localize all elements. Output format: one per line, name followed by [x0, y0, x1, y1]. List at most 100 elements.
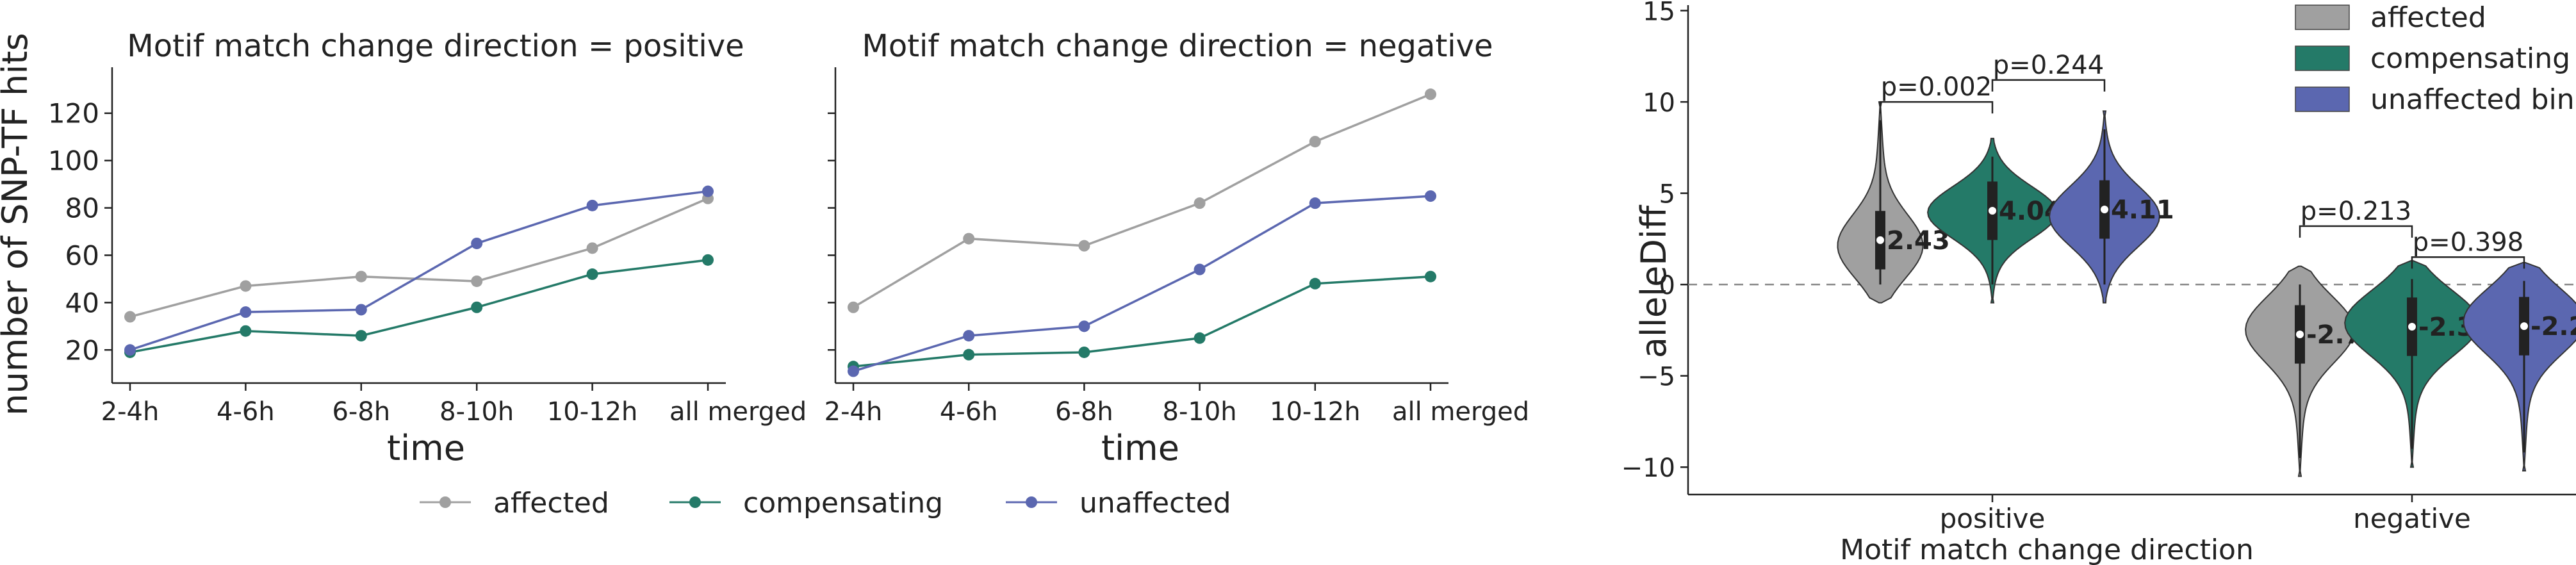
- series-line-compensating: [129, 259, 709, 354]
- median-label: -2.28: [2531, 312, 2576, 341]
- data-point-affected: [240, 280, 252, 292]
- x-tick-label: 8-10h: [439, 397, 514, 427]
- x-tick-label: positive: [1940, 503, 2046, 534]
- violin-panel: alleleDiff Motif match change direction …: [1621, 0, 2576, 565]
- violin-median-point: [2101, 205, 2108, 213]
- data-point-compensating: [1309, 277, 1321, 290]
- median-label: 4.11: [2111, 195, 2174, 225]
- x-tick-label: 8-10h: [1163, 397, 1237, 427]
- line-legend: affected compensating unaffected: [420, 487, 1231, 520]
- y-tick-label: 5: [1659, 180, 1675, 209]
- y-tick-label: 15: [1643, 0, 1675, 27]
- pvalue-label: p=0.244: [1993, 51, 2104, 80]
- data-point-compensating: [963, 348, 975, 361]
- data-point-compensating: [1425, 270, 1436, 282]
- legend-item-unaffected: unaffected: [1006, 487, 1231, 520]
- y-tick-label: 80: [65, 193, 99, 224]
- data-point-compensating: [1194, 332, 1206, 344]
- data-point-compensating: [355, 330, 367, 342]
- legend-label-unaffected: unaffected: [1079, 487, 1231, 520]
- violin-legend-compensating: compensating: [2370, 42, 2570, 75]
- violin-negative-unaffected bins: [2463, 261, 2576, 471]
- line-panel-negative: Motif match change direction = negative …: [824, 28, 1530, 468]
- panel2-series: [848, 88, 1436, 377]
- series-line-unaffected: [853, 195, 1431, 373]
- data-point-affected: [848, 301, 859, 313]
- panel3-violins: 2.434.044.11-2.73-2.31-2.28: [1837, 101, 2576, 477]
- data-point-affected: [586, 242, 598, 254]
- panel2-xlabel: time: [1101, 428, 1179, 468]
- panel3-ylabel: alleleDiff: [1634, 204, 1674, 358]
- y-tick-label: 100: [48, 145, 99, 177]
- data-point-compensating: [1078, 346, 1090, 358]
- data-point-unaffected: [124, 344, 136, 356]
- line-panel-positive: Motif match change direction = positive …: [0, 28, 807, 468]
- legend-label-affected: affected: [493, 487, 609, 520]
- median-label: 2.43: [1887, 226, 1950, 256]
- legend-item-affected: affected: [420, 487, 609, 520]
- legend-swatch-affected: [2295, 4, 2350, 30]
- y-tick-label: 0: [1659, 271, 1675, 300]
- y-tick-label: 120: [48, 98, 99, 129]
- data-point-unaffected: [1309, 197, 1321, 209]
- legend-swatch-compensating: [2295, 45, 2350, 71]
- panel1-axes: 20 40 60 80 100 120 2-4h 4-6h 6-8h 8-10h 10-12h all…: [48, 67, 807, 427]
- violin-median-point: [2408, 323, 2416, 331]
- panel2-axes: 2-4h 4-6h 6-8h 8-10h 10-12h all merged: [824, 67, 1529, 427]
- series-line-affected: [853, 93, 1431, 309]
- violin-median-point: [2520, 322, 2528, 331]
- data-point-affected: [1309, 136, 1321, 148]
- y-tick-label: 10: [1643, 88, 1675, 118]
- panel1-title: Motif match change direction = positive: [127, 28, 744, 64]
- data-point-affected: [1194, 197, 1206, 209]
- x-tick-label: 2-4h: [101, 397, 160, 427]
- violin-legend-affected: affected: [2370, 1, 2486, 34]
- data-point-unaffected: [1425, 190, 1436, 202]
- data-point-unaffected: [471, 237, 483, 249]
- x-tick-label: negative: [2353, 503, 2471, 534]
- legend-label-compensating: compensating: [743, 487, 943, 520]
- x-tick-label: 4-6h: [217, 397, 275, 427]
- x-tick-label: 4-6h: [940, 397, 998, 427]
- x-tick-label: 2-4h: [824, 397, 883, 427]
- data-point-unaffected: [1078, 320, 1090, 332]
- data-point-unaffected: [702, 185, 714, 197]
- x-tick-label: 10-12h: [1270, 397, 1361, 427]
- pvalue-bracket: [1879, 101, 1994, 114]
- data-point-unaffected: [240, 306, 252, 318]
- pvalue-label: p=0.002: [1881, 72, 1992, 102]
- x-tick-label: 6-8h: [1055, 397, 1113, 427]
- series-line-affected: [129, 197, 709, 318]
- data-point-unaffected: [848, 365, 859, 377]
- x-tick-label: all merged: [1392, 397, 1529, 427]
- series-line-unaffected: [129, 190, 709, 351]
- data-point-compensating: [240, 325, 252, 337]
- y-tick-label: 20: [65, 334, 99, 366]
- panel1-ylabel: number of SNP-TF hits: [0, 33, 35, 415]
- y-tick-label: −5: [1637, 363, 1675, 392]
- x-tick-label: all merged: [669, 397, 807, 427]
- panel1-series: [124, 185, 714, 358]
- data-point-unaffected: [355, 304, 367, 316]
- data-point-unaffected: [586, 199, 598, 211]
- data-point-affected: [963, 233, 975, 245]
- data-point-compensating: [586, 268, 598, 281]
- x-tick-label: 6-8h: [332, 397, 390, 427]
- data-point-compensating: [702, 254, 714, 266]
- data-point-affected: [124, 311, 136, 323]
- panel1-xlabel: time: [387, 428, 465, 468]
- data-point-affected: [1425, 88, 1436, 101]
- violin-median-point: [1876, 236, 1884, 244]
- panel3-xlabel: Motif match change direction: [1840, 534, 2254, 565]
- x-tick-label: 10-12h: [547, 397, 638, 427]
- pvalue-bracket: [1991, 79, 2106, 92]
- y-tick-label: −10: [1621, 454, 1675, 483]
- panel2-title: Motif match change direction = negative: [862, 28, 1493, 64]
- pvalue-bracket: [2411, 256, 2525, 269]
- data-point-affected: [355, 270, 367, 282]
- y-tick-label: 40: [65, 287, 99, 318]
- violin-median-point: [1989, 206, 1996, 215]
- pvalue-label: p=0.213: [2301, 197, 2411, 226]
